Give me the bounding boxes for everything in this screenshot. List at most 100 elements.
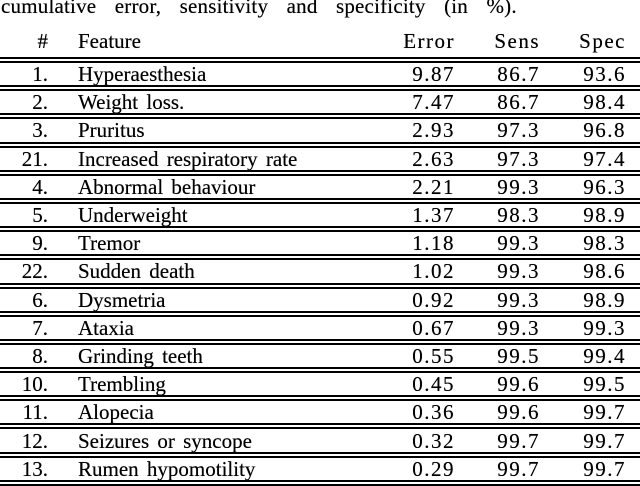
cell-error: 0.55 (340, 341, 455, 374)
table-row: 1. Hyperaesthesia 9.87 86.7 93.6 (0, 60, 640, 92)
table-row: 7. Ataxia 0.67 99.3 99.3 (0, 313, 640, 345)
cell-feature: Sudden death (48, 257, 340, 289)
cell-num: 2. (0, 88, 48, 120)
cell-feature: Ataxia (48, 313, 340, 345)
cell-num: 10. (0, 370, 48, 402)
table-row: 8. Grinding teeth 0.55 99.5 99.4 (0, 341, 640, 374)
cell-feature: Tremor (48, 229, 340, 261)
table-row: 10. Trembling 0.45 99.6 99.5 (0, 370, 640, 402)
cell-num: 3. (0, 116, 48, 148)
table-caption: cumulative error, sensitivity and specif… (1, 0, 517, 18)
cell-num: 4. (0, 172, 48, 204)
table-header: # Feature Error Sens Spec (0, 18, 640, 63)
table-row: 3. Pruritus 2.93 97.3 96.8 (0, 116, 640, 148)
cell-sens: 86.7 (455, 88, 540, 120)
cell-sens: 99.3 (455, 172, 540, 204)
table-row: 12. Seizures or syncope 0.32 99.7 99.7 (0, 426, 640, 458)
cell-feature: Abnormal behaviour (48, 172, 340, 204)
feature-selection-results-table: # Feature Error Sens Spec 1. Hyperaesthes… (0, 18, 640, 486)
cell-spec: 98.6 (540, 257, 640, 289)
cell-feature: Underweight (48, 200, 340, 233)
cell-spec: 93.6 (540, 60, 640, 92)
column-header-specificity: Spec (540, 18, 640, 63)
table-body: 1. Hyperaesthesia 9.87 86.7 93.6 2. Weight los… (0, 60, 640, 486)
cell-num: 6. (0, 285, 48, 317)
cell-sens: 99.3 (455, 229, 540, 261)
cell-feature: Weight loss. (48, 88, 340, 120)
cell-error: 9.87 (340, 60, 455, 92)
cell-sens: 98.3 (455, 200, 540, 233)
cell-num: 13. (0, 454, 48, 486)
cell-feature: Dysmetria (48, 285, 340, 317)
cell-feature: Alopecia (48, 398, 340, 430)
cell-num: 11. (0, 398, 48, 430)
header-row: # Feature Error Sens Spec (0, 18, 640, 63)
cell-num: 9. (0, 229, 48, 261)
cell-error: 7.47 (340, 88, 455, 120)
cell-spec: 99.7 (540, 426, 640, 458)
cell-sens: 99.3 (455, 257, 540, 289)
cell-num: 5. (0, 200, 48, 233)
cell-sens: 99.7 (455, 426, 540, 458)
table-row: 5. Underweight 1.37 98.3 98.9 (0, 200, 640, 233)
cell-spec: 98.9 (540, 285, 640, 317)
cell-num: 21. (0, 144, 48, 176)
cell-error: 2.21 (340, 172, 455, 204)
cell-error: 0.32 (340, 426, 455, 458)
cell-sens: 97.3 (455, 116, 540, 148)
cell-spec: 99.4 (540, 341, 640, 374)
cell-num: 22. (0, 257, 48, 289)
cell-sens: 99.3 (455, 313, 540, 345)
cell-spec: 98.4 (540, 88, 640, 120)
cell-sens: 97.3 (455, 144, 540, 176)
cell-feature: Hyperaesthesia (48, 60, 340, 92)
cell-feature: Seizures or syncope (48, 426, 340, 458)
cell-spec: 99.7 (540, 398, 640, 430)
cell-error: 2.63 (340, 144, 455, 176)
cell-sens: 99.5 (455, 341, 540, 374)
cell-num: 7. (0, 313, 48, 345)
table-row: 22. Sudden death 1.02 99.3 98.6 (0, 257, 640, 289)
cell-sens: 99.3 (455, 285, 540, 317)
cell-spec: 98.9 (540, 200, 640, 233)
column-header-number: # (0, 18, 48, 63)
cell-spec: 96.3 (540, 172, 640, 204)
table-row: 21. Increased respiratory rate 2.63 97.3 97.… (0, 144, 640, 176)
cell-error: 0.45 (340, 370, 455, 402)
table-row: 11. Alopecia 0.36 99.6 99.7 (0, 398, 640, 430)
cell-spec: 98.3 (540, 229, 640, 261)
cell-error: 0.36 (340, 398, 455, 430)
table-row: 13. Rumen hypomotility 0.29 99.7 99.7 (0, 454, 640, 486)
cell-sens: 99.6 (455, 370, 540, 402)
column-header-feature: Feature (48, 18, 340, 63)
cell-num: 1. (0, 60, 48, 92)
cell-num: 12. (0, 426, 48, 458)
cell-spec: 99.5 (540, 370, 640, 402)
cell-error: 1.37 (340, 200, 455, 233)
cell-num: 8. (0, 341, 48, 374)
cell-sens: 99.6 (455, 398, 540, 430)
cell-error: 0.92 (340, 285, 455, 317)
cell-error: 1.18 (340, 229, 455, 261)
cell-feature: Pruritus (48, 116, 340, 148)
cell-spec: 97.4 (540, 144, 640, 176)
cell-spec: 99.3 (540, 313, 640, 345)
cell-sens: 99.7 (455, 454, 540, 486)
cell-feature: Grinding teeth (48, 341, 340, 374)
cell-feature: Rumen hypomotility (48, 454, 340, 486)
table-row: 6. Dysmetria 0.92 99.3 98.9 (0, 285, 640, 317)
cell-error: 0.29 (340, 454, 455, 486)
cell-spec: 96.8 (540, 116, 640, 148)
table-row: 2. Weight loss. 7.47 86.7 98.4 (0, 88, 640, 120)
column-header-sensitivity: Sens (455, 18, 540, 63)
cell-error: 0.67 (340, 313, 455, 345)
table-row: 9. Tremor 1.18 99.3 98.3 (0, 229, 640, 261)
cell-spec: 99.7 (540, 454, 640, 486)
cell-error: 1.02 (340, 257, 455, 289)
cell-feature: Increased respiratory rate (48, 144, 340, 176)
table-row: 4. Abnormal behaviour 2.21 99.3 96.3 (0, 172, 640, 204)
cell-error: 2.93 (340, 116, 455, 148)
cell-feature: Trembling (48, 370, 340, 402)
column-header-error: Error (340, 18, 455, 63)
